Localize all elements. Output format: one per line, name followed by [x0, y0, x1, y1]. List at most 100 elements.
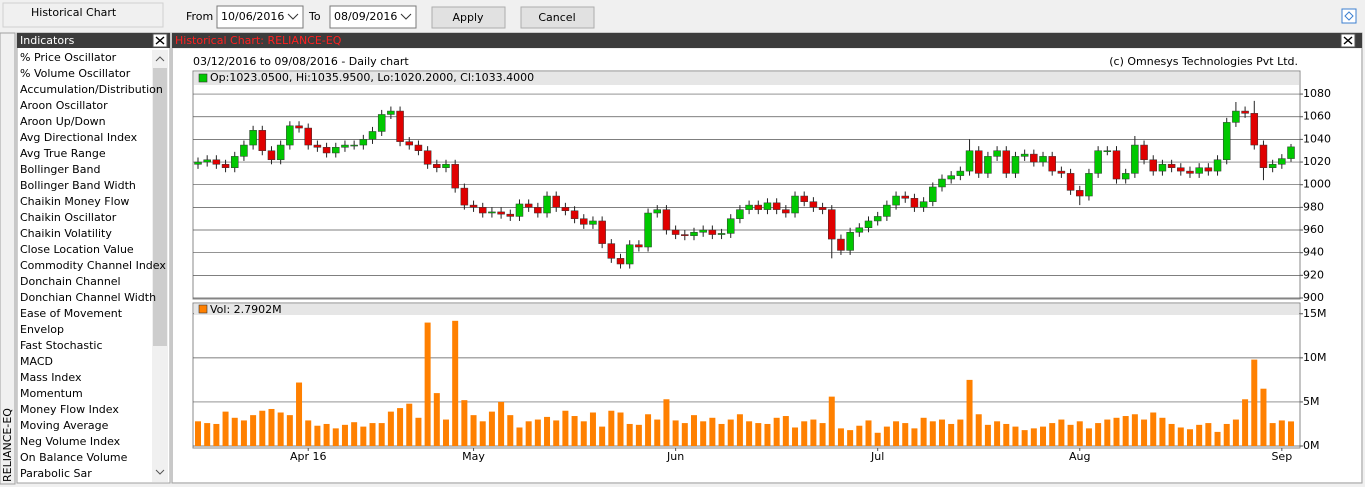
indicator-item[interactable]: MACD [20, 355, 53, 368]
volume-bar [213, 423, 220, 446]
indicator-item[interactable]: Donchain Channel [20, 275, 121, 288]
candle-body [644, 212, 652, 248]
volume-bar [553, 420, 560, 446]
indicator-item[interactable]: Bollinger Band [20, 163, 100, 176]
indicator-item[interactable]: Aroon Up/Down [20, 115, 106, 128]
volume-bar [525, 421, 532, 446]
volume-bar [1012, 426, 1019, 446]
plots: 900 920 940 960 980 1000 1020 1040 1060 1080 0M 5M 1… [193, 87, 1331, 463]
indicator-item[interactable]: Mass Index [20, 371, 82, 384]
volume-bar [195, 421, 201, 446]
window-title: Historical Chart [31, 6, 117, 19]
candle-body [1158, 164, 1167, 172]
indicator-item[interactable]: On Balance Volume [20, 451, 128, 464]
indicator-item[interactable]: Momentum [20, 387, 83, 400]
volume-bar [323, 423, 330, 446]
volume-bar [709, 417, 716, 446]
indicator-item[interactable]: Chaikin Money Flow [20, 195, 129, 208]
y-tick-label: 1060 [1303, 110, 1331, 123]
candle-body [543, 195, 551, 214]
indicator-item[interactable]: Ease of Movement [20, 307, 123, 320]
apply-button[interactable] [431, 6, 506, 29]
volume-bar [341, 424, 348, 446]
candle-body [488, 211, 496, 214]
candle-body [1094, 150, 1102, 174]
y-tick-label: 5M [1303, 395, 1320, 408]
candle-body [1278, 158, 1286, 165]
scroll-thumb[interactable] [153, 68, 167, 346]
candle-body [1112, 150, 1121, 180]
indicator-item[interactable]: Neg Volume Index [20, 435, 121, 448]
candle-body [1121, 173, 1130, 180]
indicator-item[interactable]: Avg True Range [20, 147, 106, 160]
candle-body [873, 216, 882, 222]
candle-body [313, 144, 322, 148]
volume-bar [948, 423, 955, 446]
candle-body [506, 213, 515, 217]
volume-bar [406, 403, 413, 446]
volume-bar [397, 408, 404, 446]
volume-bar [204, 423, 211, 446]
candle-body [662, 209, 671, 231]
volume-bar [994, 421, 1001, 446]
candle-body [332, 147, 340, 154]
indicator-item[interactable]: Close Location Value [20, 243, 134, 256]
maximize-icon [1344, 11, 1354, 21]
candle-body [359, 139, 368, 146]
candle-body [1241, 110, 1249, 114]
candle-body [1085, 173, 1093, 197]
candle-body [772, 202, 781, 210]
volume-bar [1141, 419, 1148, 446]
volume-bar [259, 410, 266, 446]
indicator-item[interactable]: Envelop [20, 323, 64, 336]
candle-body [433, 164, 441, 168]
candle-body [589, 220, 597, 225]
cancel-button[interactable] [520, 6, 595, 29]
volume-bar [1251, 359, 1258, 446]
candle-body [1140, 144, 1148, 161]
volume-bar [1196, 424, 1203, 446]
candle-body [1213, 159, 1222, 172]
indicator-item[interactable]: % Price Oscillator [20, 51, 117, 64]
volume-bar [286, 415, 293, 446]
candle-body [635, 244, 643, 248]
indicator-item[interactable]: % Volume Oscillator [20, 67, 131, 80]
indicator-item[interactable]: Money Flow Index [20, 403, 119, 416]
candle-body [809, 201, 818, 208]
indicator-item[interactable]: Fast Stochastic [20, 339, 103, 352]
candle-body [929, 186, 937, 202]
indicator-item[interactable]: Commodity Channel Index [20, 259, 166, 272]
indicator-item[interactable]: Donchian Channel Width [20, 291, 156, 304]
volume-bar [1288, 421, 1295, 446]
indicator-item[interactable]: Bollinger Band Width [20, 179, 136, 192]
candle-body [304, 127, 312, 146]
indicator-item[interactable]: Moving Average [20, 419, 109, 432]
y-tick-label: 940 [1303, 246, 1324, 259]
volume-bar [865, 420, 872, 446]
indicator-list: % Price Oscillator % Volume Oscillator Acc… [20, 51, 166, 480]
volume-bar [424, 322, 431, 446]
volume-bar [268, 408, 275, 446]
to-date-picker[interactable] [329, 5, 417, 29]
volume-bar [828, 396, 835, 446]
candle-body [423, 150, 432, 165]
candle-body [708, 229, 717, 235]
indicator-item[interactable]: Chaikin Volatility [20, 227, 112, 240]
volume-bar [1232, 419, 1239, 446]
to-label: To [308, 10, 321, 23]
maximize-button[interactable] [1341, 8, 1357, 24]
candle-body [653, 209, 661, 214]
volume-bar [305, 420, 312, 446]
indicator-item[interactable]: Parabolic Sar [20, 467, 92, 480]
volume-bar [792, 427, 799, 446]
y-tick-label: 900 [1303, 291, 1324, 304]
indicator-item[interactable]: Accumulation/Distribution [20, 83, 163, 96]
from-date-picker[interactable] [216, 5, 304, 29]
volume-bar [1223, 423, 1230, 446]
indicator-item[interactable]: Avg Directional Index [20, 131, 138, 144]
indicator-item[interactable]: Chaikin Oscillator [20, 211, 117, 224]
candle-body [717, 233, 726, 235]
indicator-item[interactable]: Aroon Oscillator [20, 99, 108, 112]
candle-body [699, 229, 707, 233]
